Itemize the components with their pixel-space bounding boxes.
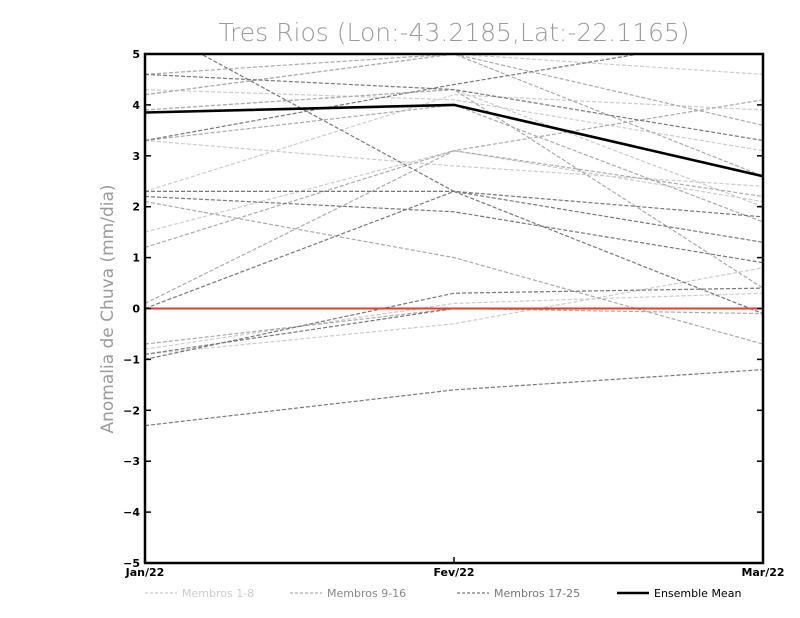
x-tick-label: Jan/22 [125,566,165,579]
member-series-line [145,54,763,177]
y-tick-label: −2 [123,404,140,417]
y-tick-label: −1 [123,353,140,366]
y-tick-label: 1 [132,252,140,265]
y-tick-label: 4 [132,99,140,112]
y-tick-label: 5 [132,48,140,61]
series-group [145,54,763,427]
member-series-line [145,195,763,264]
member-series-line [145,104,763,223]
plot-area [145,54,763,427]
ensemble-mean-line [145,103,763,178]
member-series-line [145,99,763,304]
member-series-line [199,54,763,243]
y-axis-label: Anomalia de Chuva (mm/dia) [98,184,118,433]
y-tick-label: −5 [123,557,140,570]
axes: −5 −4 −3 −2 −1 0 1 2 3 4 5 Jan/22 Fev/22 Mar/22 [123,48,784,579]
legend-label: Ensemble Mean [654,587,741,600]
member-series-line [145,54,763,126]
member-series-line [145,89,763,152]
member-series-line [145,139,763,187]
y-tick-label: 2 [132,201,140,214]
member-series-line [145,150,763,248]
member-series-line [145,201,763,345]
member-series-line [145,307,763,345]
member-series-line [145,287,763,360]
chart-title: Tres Rios (Lon:-43.2185,Lat:-22.1165) [218,18,689,47]
member-series-line [145,292,763,350]
legend-label: Membros 9-16 [327,587,406,600]
member-series-line [145,54,643,142]
member-series-line [145,267,763,355]
member-series-line [145,88,763,289]
y-tick-label: 3 [132,150,140,163]
legend-label: Membros 1-8 [182,587,254,600]
y-tick-label: −4 [123,506,140,519]
x-tick-label: Fev/22 [433,566,474,579]
y-tick-label: −3 [123,455,140,468]
legend-label: Membros 17-25 [494,587,580,600]
member-series-line [145,307,763,355]
member-series-line [145,190,763,218]
x-tick-label: Mar/22 [741,566,784,579]
member-series-line [145,369,763,427]
y-tick-label: 0 [132,303,140,316]
member-series-line [145,94,763,192]
legend: Membros 1-8 Membros 9-16 Membros 17-25 Ense… [145,587,741,600]
member-series-line [145,190,763,315]
